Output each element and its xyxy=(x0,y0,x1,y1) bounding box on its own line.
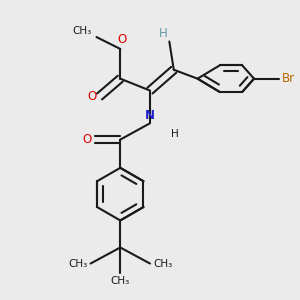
Text: O: O xyxy=(83,133,92,146)
Text: CH₃: CH₃ xyxy=(111,276,130,286)
Text: CH₃: CH₃ xyxy=(68,259,88,269)
Text: CH₃: CH₃ xyxy=(153,259,172,269)
Text: O: O xyxy=(117,33,126,46)
Text: H: H xyxy=(171,129,178,139)
Text: N: N xyxy=(145,109,155,122)
Text: Br: Br xyxy=(282,72,295,85)
Text: H: H xyxy=(159,27,168,40)
Text: O: O xyxy=(87,90,97,103)
Text: CH₃: CH₃ xyxy=(73,26,92,36)
